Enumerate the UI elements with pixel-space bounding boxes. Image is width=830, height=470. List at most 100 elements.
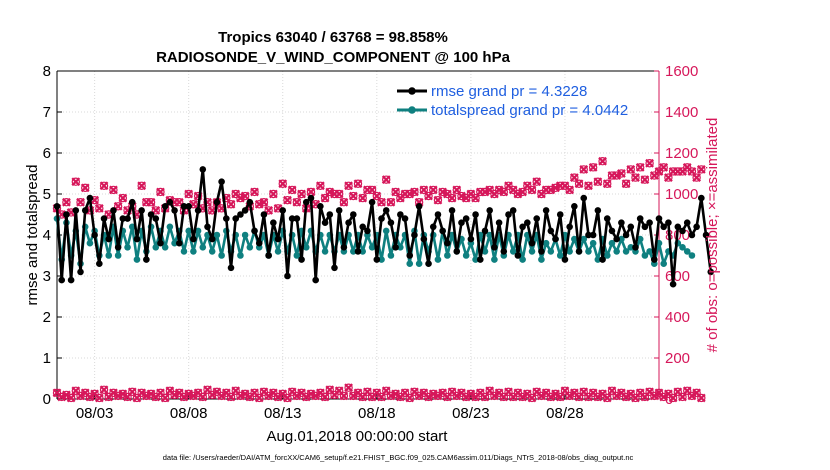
rmse-point bbox=[688, 231, 696, 239]
totalspread-point bbox=[683, 248, 691, 255]
totalspread-point bbox=[86, 239, 94, 247]
assimilated-obs-marker bbox=[428, 185, 438, 195]
possible-obs-marker bbox=[588, 163, 598, 172]
rmse-point bbox=[81, 207, 89, 214]
rmse-point bbox=[495, 219, 503, 226]
rmse-point bbox=[284, 272, 291, 280]
rmse-point bbox=[415, 203, 423, 210]
rmse-point bbox=[331, 264, 338, 272]
rmse-point bbox=[476, 256, 484, 263]
possible-obs-marker bbox=[344, 181, 353, 190]
possible-obs-marker bbox=[443, 392, 452, 402]
assimilated-obs-marker bbox=[358, 193, 368, 203]
possible-obs-marker bbox=[222, 388, 231, 398]
assimilated-obs-marker bbox=[588, 162, 598, 172]
rmse-point bbox=[683, 219, 691, 226]
rmse-line bbox=[55, 168, 712, 286]
possible-obs-marker bbox=[570, 173, 579, 182]
rmse-point bbox=[533, 215, 541, 222]
right-tick-label: 1600 bbox=[665, 63, 698, 80]
totalspread-point bbox=[293, 252, 301, 259]
totalspread-point bbox=[542, 239, 550, 247]
possible-obs-marker bbox=[382, 386, 391, 395]
assimilated-obs-marker bbox=[584, 181, 593, 191]
possible-obs-marker bbox=[113, 202, 123, 211]
rmse-point bbox=[378, 215, 385, 222]
rmse-point bbox=[368, 198, 376, 206]
possible-obs-marker bbox=[635, 163, 645, 172]
left-axis-ticks: 0 1 2 3 4 5 6 7 8 bbox=[43, 63, 62, 408]
rmse-point bbox=[552, 235, 559, 243]
totalspread-point bbox=[646, 248, 653, 255]
rmse-point bbox=[293, 215, 301, 222]
possible-obs-marker bbox=[287, 387, 297, 397]
possible-obs-marker bbox=[584, 181, 593, 190]
left-tick-label: 1 bbox=[43, 350, 51, 367]
possible-obs-marker bbox=[372, 388, 382, 398]
rmse-point bbox=[514, 252, 522, 259]
left-tick-label: 6 bbox=[43, 145, 51, 162]
rmse-point bbox=[453, 248, 461, 255]
possible-obs-marker bbox=[429, 185, 438, 195]
possible-obs-marker bbox=[372, 191, 382, 201]
possible-obs-marker bbox=[377, 392, 386, 402]
assimilated-obs-marker bbox=[433, 195, 443, 205]
possible-obs-marker bbox=[118, 193, 128, 203]
possible-obs-marker bbox=[523, 181, 532, 190]
rmse-point bbox=[505, 211, 512, 218]
assimilated-obs-marker bbox=[94, 203, 104, 213]
assimilated-obs-marker bbox=[696, 165, 706, 174]
assimilated-obs-marker bbox=[593, 177, 603, 187]
right-tick-label: 600 bbox=[665, 268, 690, 285]
rmse-point bbox=[538, 248, 545, 255]
rmse-point bbox=[458, 219, 465, 226]
totalspread-point bbox=[519, 256, 526, 263]
possible-obs-marker bbox=[95, 393, 104, 403]
possible-obs-marker bbox=[226, 392, 236, 402]
assimilated-obs-marker bbox=[198, 392, 208, 402]
legend: rmse grand pr = 4.3228 totalspread grand… bbox=[397, 83, 628, 119]
assimilated-obs-marker bbox=[386, 197, 396, 207]
legend-spread-marker bbox=[408, 106, 416, 114]
totalspread-point bbox=[641, 252, 649, 259]
totalspread-point bbox=[241, 231, 249, 239]
assimilated-obs-marker bbox=[264, 391, 274, 401]
rmse-point bbox=[650, 256, 658, 263]
totalspread-point bbox=[152, 244, 160, 251]
rmse-point bbox=[646, 219, 653, 226]
rmse-point bbox=[547, 227, 555, 235]
possible-obs-marker bbox=[184, 189, 193, 199]
possible-obs-marker bbox=[71, 386, 81, 395]
possible-obs-marker bbox=[320, 392, 330, 402]
possible-obs-marker bbox=[565, 185, 574, 195]
possible-obs-marker bbox=[339, 197, 349, 207]
assimilated-obs-marker bbox=[612, 391, 622, 401]
rmse-point bbox=[77, 268, 84, 276]
assimilated-obs-marker bbox=[76, 197, 85, 207]
totalspread-point bbox=[180, 248, 188, 255]
possible-obs-marker bbox=[683, 386, 692, 395]
rmse-point bbox=[613, 235, 620, 243]
possible-obs-marker bbox=[640, 175, 650, 184]
possible-obs-marker bbox=[574, 392, 584, 402]
totalspread-point bbox=[382, 227, 390, 235]
rmse-point bbox=[223, 215, 230, 222]
totalspread-point bbox=[378, 256, 385, 263]
assimilated-obs-marker bbox=[278, 179, 288, 189]
possible-obs-marker bbox=[617, 388, 626, 398]
rmse-point bbox=[561, 256, 569, 263]
possible-obs-marker bbox=[452, 185, 461, 195]
x-tick-label: 08/18 bbox=[358, 405, 396, 422]
totalspread-point bbox=[547, 248, 555, 255]
rmse-point bbox=[420, 235, 428, 243]
y-axis-label-right: # of obs: o=possible; ×=assimilated bbox=[704, 118, 721, 353]
assimilated-obs-marker bbox=[57, 392, 67, 402]
y-axis-label-left: rmse and totalspread bbox=[24, 165, 41, 306]
rmse-point bbox=[63, 211, 70, 218]
assimilated-obs-marker bbox=[692, 173, 702, 182]
possible-obs-marker bbox=[269, 189, 278, 199]
assimilated-obs-marker bbox=[240, 191, 250, 201]
assimilated-obs-marker bbox=[621, 392, 631, 402]
rmse-point bbox=[608, 227, 616, 235]
